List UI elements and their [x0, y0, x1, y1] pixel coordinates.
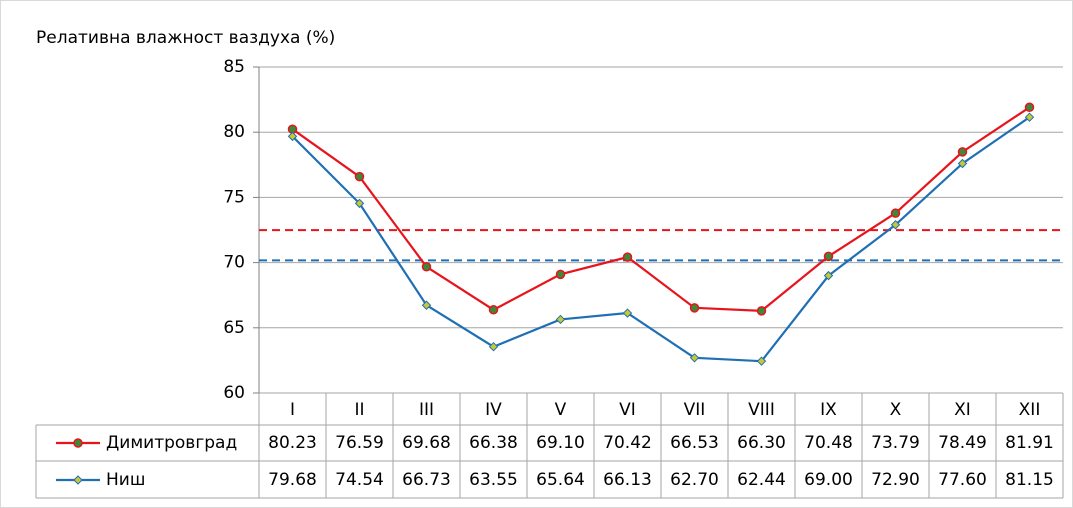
table-value: 81.15: [1005, 470, 1054, 490]
table-value: 62.44: [737, 470, 786, 490]
x-tick-label: XI: [954, 400, 971, 420]
marker: [689, 303, 700, 313]
marker: [488, 305, 499, 315]
table-value: 79.68: [268, 470, 317, 490]
table-value: 73.79: [871, 433, 920, 453]
marker: [73, 475, 83, 485]
marker: [823, 270, 834, 281]
chart-title: Релативна влажност ваздуха (%): [36, 28, 335, 48]
table-value: 66.13: [603, 470, 652, 490]
marker: [756, 306, 767, 316]
y-tick-label: 70: [223, 253, 245, 273]
x-tick-label: II: [354, 400, 364, 420]
marker: [287, 131, 298, 142]
marker: [421, 262, 432, 272]
y-tick-label: 75: [223, 187, 245, 207]
table-value: 76.59: [335, 433, 384, 453]
x-tick-label: IV: [485, 400, 502, 420]
table-value: 63.55: [469, 470, 518, 490]
series-line: [291, 116, 1031, 363]
x-tick-label: VII: [684, 400, 706, 420]
table-value: 69.10: [536, 433, 585, 453]
y-tick-label: 60: [223, 383, 245, 403]
table-value: 62.70: [670, 470, 719, 490]
table-value: 66.30: [737, 433, 786, 453]
marker: [354, 198, 365, 209]
x-tick-label: VI: [619, 400, 636, 420]
table-value: 81.91: [1005, 433, 1054, 453]
marker: [555, 269, 566, 280]
marker: [890, 220, 901, 230]
marker: [756, 356, 767, 366]
table-value: 80.23: [268, 433, 317, 453]
y-tick-label: 80: [223, 122, 245, 142]
table-value: 77.60: [938, 470, 987, 490]
marker: [689, 353, 700, 363]
legend-label: Ниш: [106, 470, 145, 490]
table-value: 66.38: [469, 433, 518, 453]
marker: [354, 171, 365, 182]
x-tick-label: XII: [1019, 400, 1041, 420]
marker: [1024, 112, 1035, 122]
x-tick-label: VIII: [748, 400, 775, 420]
marker: [1024, 102, 1035, 113]
table-value: 70.42: [603, 433, 652, 453]
marker: [488, 342, 499, 352]
table-value: 65.64: [536, 470, 585, 490]
marker: [957, 158, 968, 169]
x-tick-label: X: [890, 400, 902, 420]
marker: [823, 251, 834, 262]
x-tick-label: III: [419, 400, 434, 420]
table-value: 72.90: [871, 470, 920, 490]
marker: [73, 438, 83, 448]
y-tick-label: 85: [223, 57, 245, 77]
table-value: 66.73: [402, 470, 451, 490]
marker: [555, 314, 566, 325]
marker: [622, 308, 633, 318]
marker: [957, 147, 968, 157]
table-value: 70.48: [804, 433, 853, 453]
x-tick-label: V: [555, 400, 567, 420]
y-tick-label: 65: [223, 318, 245, 338]
table-value: 69.00: [804, 470, 853, 490]
marker: [622, 252, 633, 262]
x-tick-label: IX: [820, 400, 837, 420]
series-line: [291, 106, 1031, 312]
legend-label: Димитровград: [106, 433, 237, 453]
marker: [421, 300, 432, 310]
table-value: 69.68: [402, 433, 451, 453]
table-value: 66.53: [670, 433, 719, 453]
table-value: 78.49: [938, 433, 987, 453]
marker: [890, 208, 901, 218]
x-tick-label: I: [290, 400, 295, 420]
table-value: 74.54: [335, 470, 384, 490]
